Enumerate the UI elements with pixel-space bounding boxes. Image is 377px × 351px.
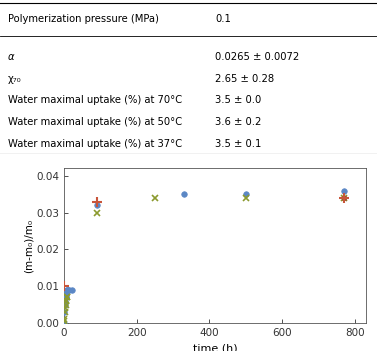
Text: 2.65 ± 0.28: 2.65 ± 0.28 [215,74,274,84]
Text: Water maximal uptake (%) at 70°C: Water maximal uptake (%) at 70°C [8,95,182,105]
Text: 3.6 ± 0.2: 3.6 ± 0.2 [215,117,261,127]
Text: α: α [8,52,14,62]
Y-axis label: (m-m₀)/m₀: (m-m₀)/m₀ [23,219,34,273]
Text: χ₇₀: χ₇₀ [8,74,21,84]
Text: 3.5 ± 0.0: 3.5 ± 0.0 [215,95,261,105]
Text: Polymerization pressure (MPa): Polymerization pressure (MPa) [8,14,158,24]
Text: Water maximal uptake (%) at 50°C: Water maximal uptake (%) at 50°C [8,117,182,127]
X-axis label: time (h): time (h) [193,343,237,351]
Text: 0.1: 0.1 [215,14,231,24]
Text: 0.0265 ± 0.0072: 0.0265 ± 0.0072 [215,52,299,62]
Text: 3.5 ± 0.1: 3.5 ± 0.1 [215,139,261,148]
Text: Water maximal uptake (%) at 37°C: Water maximal uptake (%) at 37°C [8,139,182,148]
